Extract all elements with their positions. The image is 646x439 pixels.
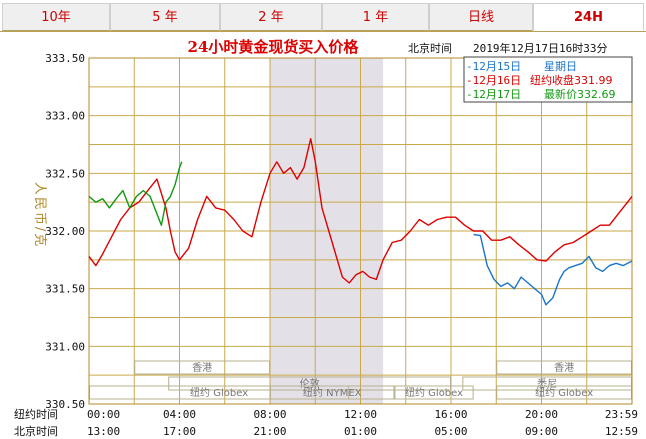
legend: -12月15日 星期日 -12月16日 纽约收盘331.99 -12月17日 最…: [463, 56, 633, 103]
y-tick-label: 331.50: [45, 283, 85, 296]
x-tick-label: 05:00: [434, 425, 467, 438]
legend-text-2: 纽约收盘331.99: [530, 73, 613, 87]
timestamp-label: 北京时间: [408, 41, 452, 55]
market-session-label: 纽约 Globex: [405, 386, 463, 399]
tab-1-year[interactable]: 1 年: [322, 3, 429, 31]
market-session-label: 纽约 Globex: [535, 386, 593, 399]
series-line-2: [88, 137, 633, 284]
y-tick-label: 331.00: [45, 340, 85, 353]
x-row-label-beijing: 北京时间: [14, 424, 58, 438]
x-tick-label: 08:00: [253, 408, 286, 421]
tab-baseline: [0, 31, 646, 32]
series-line-1: [473, 233, 633, 306]
x-tick-label: 17:00: [163, 425, 196, 438]
y-tick-label: 332.00: [45, 225, 85, 238]
legend-box: [463, 56, 633, 103]
x-tick-label: 00:00: [87, 408, 120, 421]
y-axis-label: 人民币/克: [32, 182, 47, 248]
period-tab-bar: 10年 5 年 2 年 1 年 日线 24H: [0, 0, 646, 32]
y-tick-label: 332.50: [45, 167, 85, 180]
market-session-box: [134, 360, 270, 375]
market-session-label: 香港: [192, 362, 212, 374]
legend-date-1: -12月15日: [466, 60, 521, 73]
plot-frame: [88, 57, 633, 405]
y-tick-label: 333.50: [45, 52, 85, 65]
tab-24h[interactable]: 24H: [533, 3, 644, 31]
market-session-label: 伦敦: [300, 377, 320, 390]
market-session-label: 香港: [554, 362, 574, 374]
x-tick-label: 12:00: [344, 408, 377, 421]
tab-5-year[interactable]: 5 年: [110, 3, 220, 31]
x-tick-label: 13:00: [87, 425, 120, 438]
x-tick-label: 23:59: [605, 408, 638, 421]
timestamp: 2019年12月17日16时33分: [473, 41, 607, 55]
x-tick-label: 21:00: [253, 425, 286, 438]
x-tick-label: 20:00: [525, 408, 558, 421]
y-tick-label: 330.50: [45, 398, 85, 411]
market-session-label: 纽约 Globex: [190, 386, 248, 399]
market-session-label: 悉尼: [537, 378, 557, 390]
y-tick-label: 333.00: [45, 110, 85, 123]
tab-10-year[interactable]: 10年: [2, 3, 110, 31]
x-row-label-newyork: 纽约时间: [14, 407, 58, 421]
x-tick-label: 01:00: [344, 425, 377, 438]
market-session-label: 纽约 NYMEX: [303, 386, 362, 399]
x-tick-label: 09:00: [525, 425, 558, 438]
legend-text-1: 星期日: [544, 60, 577, 73]
market-session-box: [168, 376, 451, 391]
chart-title: 24小时黄金现货买入价格: [188, 38, 360, 56]
legend-text-3: 最新价332.69: [544, 87, 616, 101]
series-line-3: [88, 161, 183, 226]
tab-2-year[interactable]: 2 年: [220, 3, 322, 31]
market-session-box: [270, 385, 395, 400]
x-tick-label: 12:59: [605, 425, 638, 438]
legend-date-3: -12月17日: [466, 88, 521, 101]
market-session-box: [394, 385, 474, 400]
x-tick-label: 16:00: [434, 408, 467, 421]
legend-date-2: -12月16日: [466, 74, 521, 87]
x-tick-label: 04:00: [163, 408, 196, 421]
tab-daily[interactable]: 日线: [429, 3, 533, 31]
